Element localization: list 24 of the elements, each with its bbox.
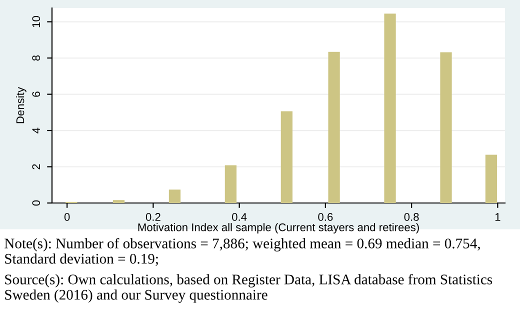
y-tick-label: 10 <box>32 16 40 28</box>
x-tick-label: 0.6 <box>318 213 333 221</box>
x-tick-label: 1 <box>495 213 500 221</box>
bar <box>440 52 452 203</box>
bar <box>224 165 237 203</box>
y-tick-label: 8 <box>32 55 40 61</box>
y-tick-label: 0 <box>32 200 40 206</box>
x-tick-label: 0.8 <box>404 213 419 221</box>
bar <box>280 111 292 203</box>
y-tick-label: 2 <box>32 164 40 170</box>
x-tick-label: 0.2 <box>146 213 160 221</box>
y-tick-label: 6 <box>32 92 40 97</box>
x-tick-label: 0.4 <box>232 213 247 221</box>
bar <box>112 200 125 203</box>
y-axis-title: Density <box>16 86 26 124</box>
bar <box>168 190 181 203</box>
bar <box>485 154 498 203</box>
text: Note(s): Number of observations = 7,886; weighted mean = 0.69 median = 0.754, Standard deviation = 0.19; <box>4 238 480 266</box>
bar <box>328 52 340 203</box>
x-axis-title: Motivation Index all sample (Current stayers and retirees) <box>138 223 419 234</box>
bar <box>384 14 396 203</box>
x-tick-label: 0 <box>64 213 70 221</box>
y-tick-label: 4 <box>32 128 40 134</box>
source-note: Source(s): Own calculations, based on Register Data, LISA database from Statistics Sweden (2016) and our Survey questionnaire <box>5 274 492 303</box>
